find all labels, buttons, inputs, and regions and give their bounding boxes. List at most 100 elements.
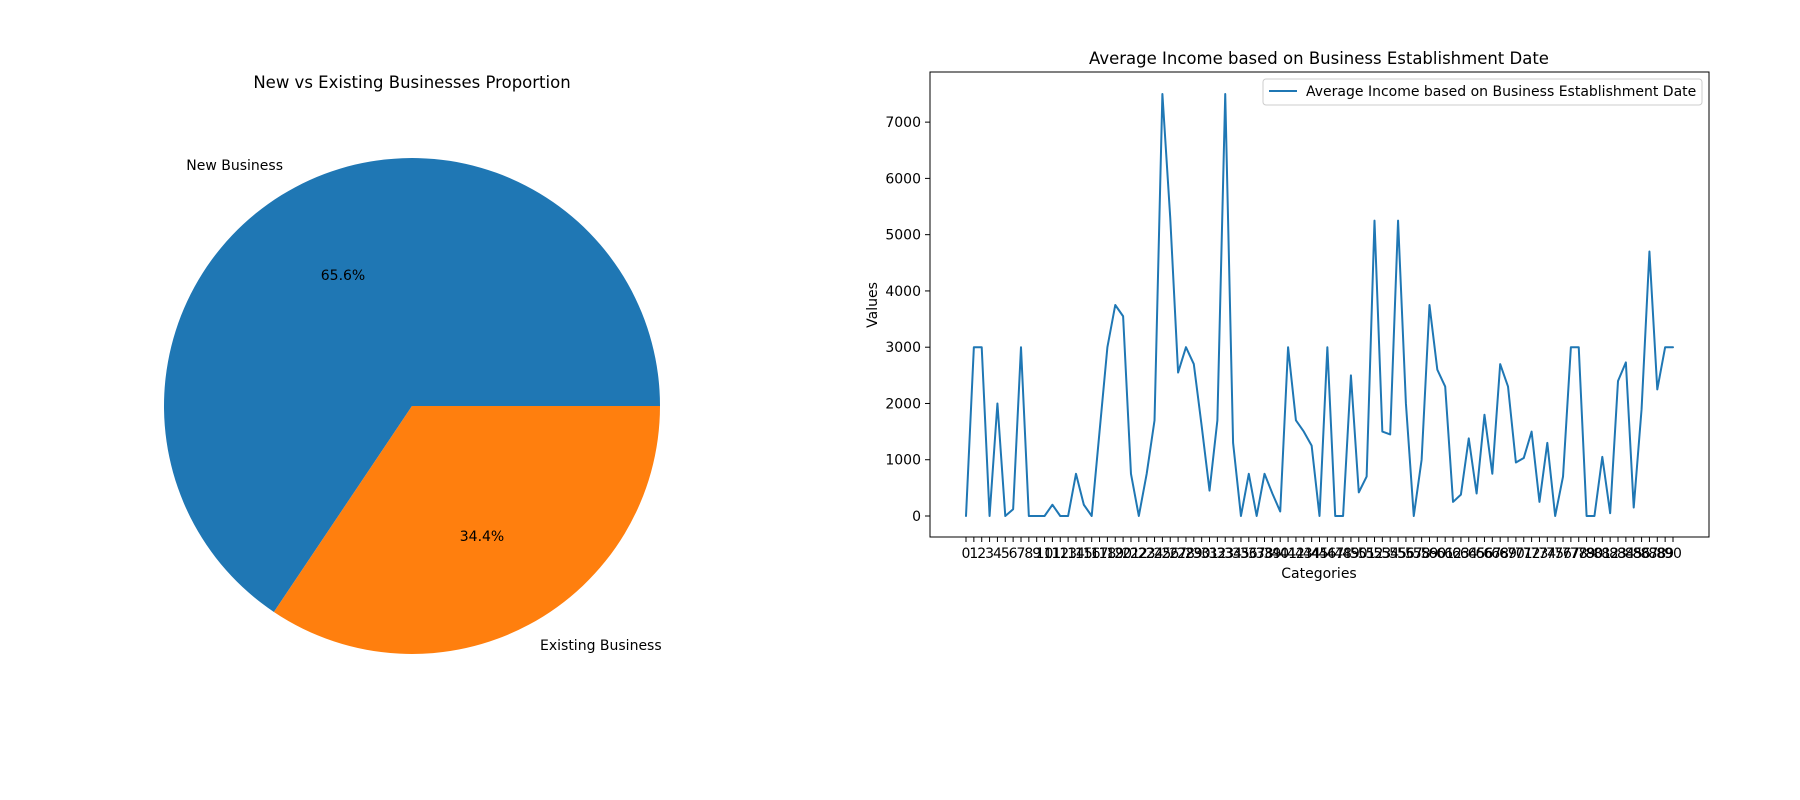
x-tick-label: 71: [1515, 546, 1533, 562]
x-tick-label: 65: [1468, 546, 1486, 562]
legend: Average Income based on Business Establi…: [1262, 78, 1703, 106]
x-tick-label: 15: [1075, 546, 1093, 562]
x-tick-label: 75: [1546, 546, 1564, 562]
x-tick-label: 37: [1248, 546, 1266, 562]
x-tick-label: 49: [1342, 546, 1360, 562]
x-tick-label: 39: [1263, 546, 1281, 562]
x-tick-label: 14: [1067, 546, 1085, 562]
x-tick-label: 34: [1224, 546, 1242, 562]
x-tick-label: 30: [1193, 546, 1211, 562]
x-tick-label: 5: [1001, 546, 1010, 562]
x-tick-label: 33: [1216, 546, 1234, 562]
x-tick-label: 73: [1531, 546, 1549, 562]
y-axis-label: Values: [865, 282, 881, 328]
line-series: [965, 93, 1674, 517]
x-tick-label: 28: [1177, 546, 1195, 562]
x-tick-label: 25: [1153, 546, 1171, 562]
x-tick-label: 50: [1350, 546, 1368, 562]
x-tick-label: 60: [1428, 546, 1446, 562]
x-tick-label: 3: [985, 546, 994, 562]
x-tick-label: 52: [1366, 546, 1384, 562]
y-tick-label: 7000: [885, 115, 921, 131]
y-tick-label: 4000: [885, 284, 921, 300]
x-tick-label: 20: [1114, 546, 1132, 562]
x-tick-label: 57: [1405, 546, 1423, 562]
x-tick-label: 11: [1043, 546, 1061, 562]
pie-slice-label-new-business: New Business: [186, 158, 283, 174]
x-tick-label: 87: [1641, 546, 1659, 562]
x-tick-label: 78: [1570, 546, 1588, 562]
x-tick-label: 53: [1373, 546, 1391, 562]
x-tick-label: 84: [1617, 546, 1635, 562]
x-tick-label: 70: [1507, 546, 1525, 562]
x-tick-label: 59: [1421, 546, 1439, 562]
x-tick-label: 77: [1562, 546, 1580, 562]
y-axis-ticks: 0 1000 2000 3000 4000 5000 6000 7000: [885, 115, 930, 525]
legend-box: [1262, 78, 1703, 106]
y-tick-label: 0: [912, 509, 921, 525]
x-tick-label: 44: [1303, 546, 1321, 562]
x-tick-label: 51: [1358, 546, 1376, 562]
x-tick-label: 67: [1483, 546, 1501, 562]
x-tick-label: 85: [1625, 546, 1643, 562]
x-tick-label: 45: [1311, 546, 1329, 562]
x-tick-label: 48: [1334, 546, 1352, 562]
x-tick-label: 8: [1024, 546, 1033, 562]
line-chart-title: Average Income based on Business Establi…: [1089, 49, 1549, 68]
x-tick-label: 26: [1161, 546, 1179, 562]
x-axis-ticks: 0123456789101112131415161718192021222324…: [962, 537, 1682, 562]
pie-pct-label-existing-business: 34.4%: [460, 529, 504, 545]
x-tick-label: 80: [1586, 546, 1604, 562]
pie-pct-label-new-business: 65.6%: [321, 268, 365, 284]
x-tick-label: 64: [1460, 546, 1478, 562]
x-tick-label: 68: [1491, 546, 1509, 562]
y-tick-label: 6000: [885, 171, 921, 187]
x-tick-label: 63: [1452, 546, 1470, 562]
x-tick-label: 21: [1122, 546, 1140, 562]
x-tick-label: 19: [1106, 546, 1124, 562]
x-tick-label: 81: [1593, 546, 1611, 562]
x-tick-label: 29: [1185, 546, 1203, 562]
x-tick-label: 12: [1051, 546, 1069, 562]
pie-slice-label-existing-business: Existing Business: [540, 638, 662, 654]
y-tick-label: 3000: [885, 340, 921, 356]
x-tick-label: 74: [1538, 546, 1556, 562]
x-tick-label: 0: [962, 546, 971, 562]
x-tick-label: 7: [1017, 546, 1026, 562]
y-tick-label: 2000: [885, 396, 921, 412]
x-axis-label: Categories: [1281, 566, 1356, 582]
x-tick-label: 22: [1130, 546, 1148, 562]
x-tick-label: 54: [1381, 546, 1399, 562]
x-tick-label: 16: [1083, 546, 1101, 562]
x-tick-label: 18: [1098, 546, 1116, 562]
legend-label: Average Income based on Business Establi…: [1306, 84, 1696, 100]
x-tick-label: 90: [1664, 546, 1682, 562]
x-tick-label: 46: [1318, 546, 1336, 562]
pie-slice-new-business: [163, 157, 660, 612]
x-tick-label: 88: [1648, 546, 1666, 562]
x-tick-label: 86: [1633, 546, 1651, 562]
x-tick-label: 82: [1601, 546, 1619, 562]
x-tick-label: 89: [1656, 546, 1674, 562]
x-tick-label: 58: [1413, 546, 1431, 562]
x-tick-label: 55: [1389, 546, 1407, 562]
x-tick-label: 41: [1279, 546, 1297, 562]
y-tick-label: 5000: [885, 228, 921, 244]
x-tick-label: 62: [1444, 546, 1462, 562]
x-tick-label: 2: [977, 546, 986, 562]
x-tick-label: 83: [1609, 546, 1627, 562]
x-tick-label: 36: [1240, 546, 1258, 562]
x-tick-label: 13: [1059, 546, 1077, 562]
x-tick-label: 76: [1554, 546, 1572, 562]
x-tick-label: 42: [1287, 546, 1305, 562]
pie-slice-existing-business: [273, 406, 660, 654]
x-tick-label: 43: [1295, 546, 1313, 562]
x-tick-label: 4: [993, 546, 1002, 562]
x-tick-label: 23: [1138, 546, 1156, 562]
x-tick-label: 35: [1232, 546, 1250, 562]
pie-title: New vs Existing Businesses Proportion: [253, 73, 570, 92]
x-tick-label: 40: [1271, 546, 1289, 562]
x-tick-label: 79: [1578, 546, 1596, 562]
x-tick-label: 56: [1397, 546, 1415, 562]
